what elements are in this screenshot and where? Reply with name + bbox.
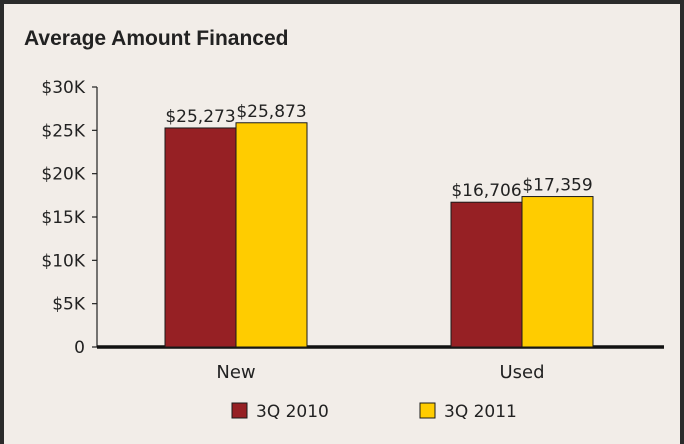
legend-label: 3Q 2010 — [256, 402, 329, 422]
data-label: $25,273 — [165, 107, 235, 127]
legend: 3Q 2010 3Q 2011 — [231, 402, 517, 422]
category-label-used: Used — [499, 362, 544, 383]
y-tick-label: $30K — [41, 78, 85, 98]
bars-group — [164, 122, 594, 348]
legend-label: 3Q 2011 — [444, 402, 517, 422]
legend-swatch-3q-2010 — [231, 402, 248, 419]
bar-new-3q-2010 — [164, 127, 237, 348]
y-tick-label: 0 — [74, 338, 85, 358]
y-tick-label: $20K — [41, 165, 85, 185]
y-tick-label: $25K — [41, 121, 85, 141]
data-labels-group: $25,273 $25,873 $16,706 $17,359 — [165, 102, 592, 201]
bar-new-3q-2011 — [235, 122, 308, 348]
category-labels-group: New Used — [216, 362, 544, 383]
y-axis: 0 $5K $10K $15K $20K $25K $30K — [41, 78, 664, 358]
bar-used-3q-2010 — [450, 201, 523, 348]
bar-chart: Average Amount Financed 0 $5K $10K $15K $20K… — [24, 27, 664, 422]
legend-swatch-3q-2011 — [419, 402, 436, 419]
chart-title: Average Amount Financed — [24, 27, 289, 50]
data-label: $16,706 — [451, 181, 521, 201]
bar-used-3q-2011 — [521, 196, 594, 348]
data-label: $25,873 — [236, 102, 306, 122]
category-label-new: New — [216, 362, 255, 383]
chart-frame: Average Amount Financed 0 $5K $10K $15K $20K… — [4, 4, 680, 444]
y-tick-label: $5K — [52, 295, 86, 315]
y-tick-label: $10K — [41, 251, 85, 271]
y-tick-label: $15K — [41, 208, 85, 228]
data-label: $17,359 — [522, 176, 592, 196]
